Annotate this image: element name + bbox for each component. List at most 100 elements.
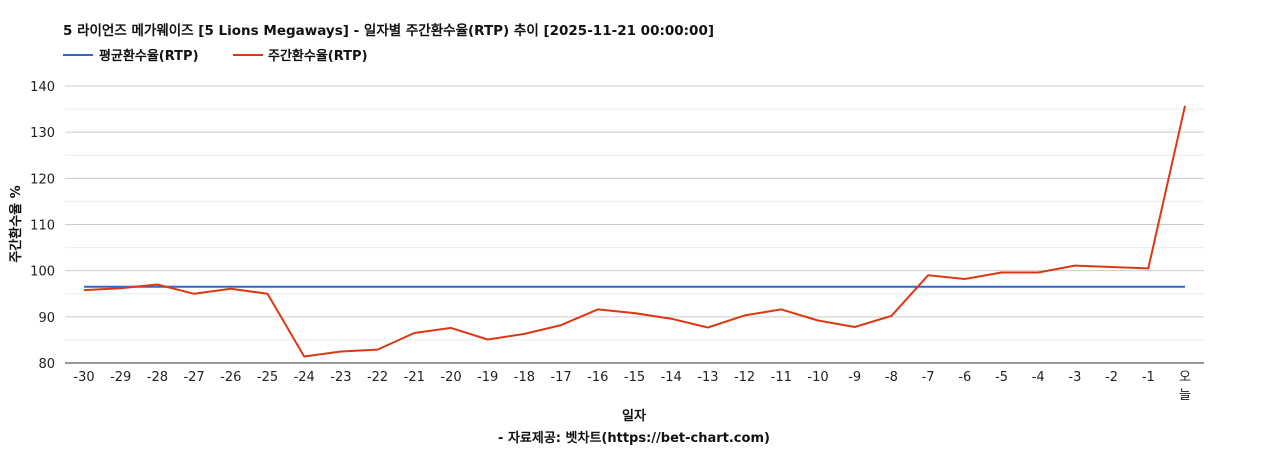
x-tick-label: -23 xyxy=(330,370,351,385)
data-point-weekly[interactable] xyxy=(705,324,711,330)
data-point-average[interactable] xyxy=(999,284,1005,290)
data-point-average[interactable] xyxy=(1109,284,1115,290)
data-point-weekly[interactable] xyxy=(1145,265,1151,271)
x-tick-label: -8 xyxy=(885,370,898,385)
data-point-weekly[interactable] xyxy=(265,291,271,297)
data-point-average[interactable] xyxy=(632,284,638,290)
data-point-average[interactable] xyxy=(742,284,748,290)
x-tick-label: -4 xyxy=(1032,370,1045,385)
source-credit: - 자료제공: 벳차트(https://bet-chart.com) xyxy=(498,430,770,446)
series-lines xyxy=(81,103,1188,360)
data-point-average[interactable] xyxy=(962,284,968,290)
data-point-weekly[interactable] xyxy=(925,272,931,278)
data-point-average[interactable] xyxy=(1035,284,1041,290)
data-point-weekly[interactable] xyxy=(742,312,748,318)
data-point-weekly[interactable] xyxy=(558,322,564,328)
x-tick-label: -30 xyxy=(73,370,94,385)
data-point-weekly[interactable] xyxy=(338,348,344,354)
data-point-weekly[interactable] xyxy=(118,285,124,291)
x-axis-ticks: -30 -29 -28 -27 -26 -25 -24 -23 -22 -21 -20 -19 -18-… xyxy=(73,370,1191,403)
data-point-average[interactable] xyxy=(558,284,564,290)
x-tick-label: -26 xyxy=(220,370,241,385)
legend-label-average: 평균환수율(RTP) xyxy=(99,48,199,64)
x-tick-label: -15 xyxy=(624,370,645,385)
data-point-weekly[interactable] xyxy=(448,325,454,331)
data-point-weekly[interactable] xyxy=(191,291,197,297)
data-point-average[interactable] xyxy=(265,284,271,290)
data-point-weekly[interactable] xyxy=(1035,270,1041,276)
x-tick-label: -25 xyxy=(257,370,278,385)
x-tick-label: -14 xyxy=(661,370,682,385)
x-tick-label: -11 xyxy=(771,370,792,385)
data-point-weekly[interactable] xyxy=(411,330,417,336)
data-point-weekly[interactable] xyxy=(301,354,307,360)
data-point-average[interactable] xyxy=(595,284,601,290)
x-tick-label: -20 xyxy=(440,370,461,385)
data-point-weekly[interactable] xyxy=(1109,264,1115,270)
y-tick-label: 90 xyxy=(38,311,55,326)
data-point-weekly[interactable] xyxy=(999,270,1005,276)
x-tick-label: -29 xyxy=(110,370,131,385)
x-tick-label: -16 xyxy=(587,370,608,385)
y-axis-title: 주간환수율 % xyxy=(8,185,24,262)
data-point-average[interactable] xyxy=(338,284,344,290)
x-tick-label: -17 xyxy=(550,370,571,385)
y-tick-label: 130 xyxy=(30,126,55,141)
x-tick-label: -2 xyxy=(1105,370,1118,385)
data-point-weekly[interactable] xyxy=(815,318,821,324)
x-tick-label: -12 xyxy=(734,370,755,385)
data-point-weekly[interactable] xyxy=(962,276,968,282)
data-point-weekly[interactable] xyxy=(485,336,491,342)
data-point-average[interactable] xyxy=(448,284,454,290)
x-tick-label: -18 xyxy=(514,370,535,385)
data-point-weekly[interactable] xyxy=(852,324,858,330)
data-point-average[interactable] xyxy=(1182,284,1188,290)
x-tick-label: -7 xyxy=(922,370,935,385)
data-point-average[interactable] xyxy=(411,284,417,290)
data-point-average[interactable] xyxy=(375,284,381,290)
data-point-weekly[interactable] xyxy=(595,306,601,312)
data-point-average[interactable] xyxy=(888,284,894,290)
series-line-weekly xyxy=(83,105,1186,358)
legend-item-average[interactable]: 평균환수율(RTP) xyxy=(63,48,199,64)
data-point-weekly[interactable] xyxy=(888,313,894,319)
x-tick-label: -22 xyxy=(367,370,388,385)
data-point-average[interactable] xyxy=(852,284,858,290)
data-point-weekly[interactable] xyxy=(632,310,638,316)
data-point-average[interactable] xyxy=(668,284,674,290)
data-point-average[interactable] xyxy=(301,284,307,290)
data-point-average[interactable] xyxy=(925,284,931,290)
data-point-weekly[interactable] xyxy=(1182,103,1188,109)
data-point-average[interactable] xyxy=(521,284,527,290)
x-tick-label: -13 xyxy=(697,370,718,385)
data-point-average[interactable] xyxy=(191,284,197,290)
legend-label-weekly: 주간환수율(RTP) xyxy=(268,48,368,64)
gridlines xyxy=(65,85,1204,364)
x-tick-label: -21 xyxy=(404,370,425,385)
data-point-average[interactable] xyxy=(705,284,711,290)
y-tick-label: 100 xyxy=(30,265,55,280)
data-point-average[interactable] xyxy=(778,284,784,290)
data-point-average[interactable] xyxy=(815,284,821,290)
data-point-weekly[interactable] xyxy=(81,287,87,293)
data-point-weekly[interactable] xyxy=(778,306,784,312)
x-tick-label: -19 xyxy=(477,370,498,385)
data-point-average[interactable] xyxy=(1072,284,1078,290)
data-point-weekly[interactable] xyxy=(154,282,160,288)
y-tick-label: 110 xyxy=(30,219,55,234)
data-point-weekly[interactable] xyxy=(1072,263,1078,269)
y-axis-ticks: 80 90 100 110 120 130 140 xyxy=(30,80,55,372)
data-point-weekly[interactable] xyxy=(375,347,381,353)
data-point-weekly[interactable] xyxy=(668,316,674,322)
data-point-average[interactable] xyxy=(1145,284,1151,290)
x-tick-label: -27 xyxy=(183,370,204,385)
x-tick-label: -5 xyxy=(995,370,1008,385)
data-point-average[interactable] xyxy=(485,284,491,290)
legend: 평균환수율(RTP) 주간환수율(RTP) xyxy=(63,48,368,64)
x-tick-label: -24 xyxy=(294,370,315,385)
legend-item-weekly[interactable]: 주간환수율(RTP) xyxy=(233,48,368,64)
chart-title: 5 라이언즈 메가웨이즈 [5 Lions Megaways] - 일자별 주간… xyxy=(63,22,714,39)
data-point-weekly[interactable] xyxy=(228,286,234,292)
data-point-weekly[interactable] xyxy=(521,331,527,337)
